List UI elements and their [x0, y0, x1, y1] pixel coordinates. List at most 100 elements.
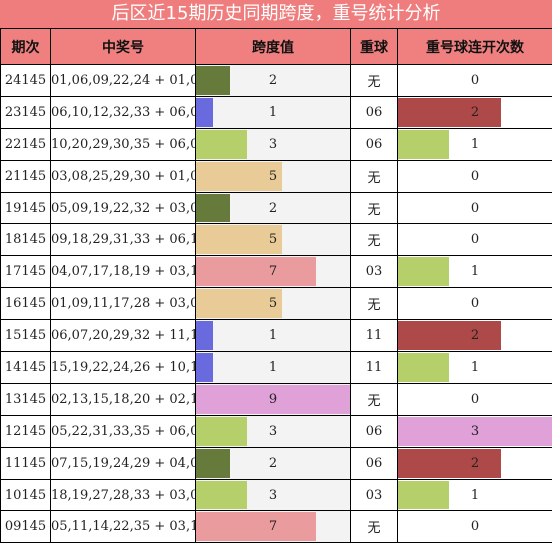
streak-bar — [398, 353, 450, 382]
streak-value: 0 — [470, 232, 480, 248]
streak-cell: 1 — [397, 478, 552, 512]
repeat-cell: 无 — [350, 510, 398, 544]
issue-cell: 18145 — [0, 223, 51, 257]
repeat-cell: 无 — [350, 159, 398, 193]
span-value: 5 — [268, 296, 278, 312]
streak-cell: 0 — [397, 382, 552, 416]
streak-bar — [398, 97, 501, 127]
header-span: 跨度值 — [195, 28, 351, 65]
span-value: 7 — [268, 264, 278, 280]
repeat-cell: 03 — [350, 255, 398, 289]
numbers-cell: 05,22,31,33,35 + 06,09 — [50, 414, 196, 448]
span-cell: 5 — [195, 287, 351, 321]
repeat-cell: 03 — [350, 478, 398, 512]
issue-cell: 22145 — [0, 127, 51, 161]
streak-bar — [398, 416, 552, 446]
streak-cell: 0 — [397, 223, 552, 257]
streak-bar — [398, 448, 501, 478]
issue-cell: 21145 — [0, 159, 51, 193]
table-row: 24145 01,06,09,22,24 + 01,03 2 无 0 — [0, 64, 552, 97]
streak-value: 0 — [470, 391, 480, 407]
streak-bar — [398, 321, 501, 351]
streak-cell: 0 — [397, 64, 552, 97]
issue-cell: 24145 — [0, 64, 51, 97]
numbers-cell: 05,09,19,22,32 + 03,05 — [50, 191, 196, 225]
span-value: 1 — [268, 104, 278, 120]
span-cell: 9 — [195, 382, 351, 416]
span-bar — [196, 321, 214, 351]
numbers-cell: 01,09,11,17,28 + 03,08 — [50, 287, 196, 321]
issue-cell: 09145 — [0, 510, 51, 544]
numbers-cell: 02,13,15,18,20 + 02,11 — [50, 382, 196, 416]
streak-value: 3 — [470, 423, 480, 439]
table-row: 14145 15,19,22,24,26 + 10,11 1 11 1 — [0, 351, 552, 384]
streak-bar — [398, 129, 450, 159]
span-bar — [196, 480, 248, 510]
span-value: 5 — [268, 168, 278, 184]
streak-cell: 1 — [397, 255, 552, 289]
numbers-cell: 09,18,29,31,33 + 06,11 — [50, 223, 196, 257]
numbers-cell: 10,20,29,30,35 + 06,09 — [50, 127, 196, 161]
repeat-cell: 06 — [350, 414, 398, 448]
span-value: 1 — [268, 328, 278, 344]
table-row: 23145 06,10,12,32,33 + 06,07 1 06 2 — [0, 95, 552, 129]
issue-cell: 14145 — [0, 351, 51, 384]
span-value: 5 — [268, 232, 278, 248]
repeat-cell: 无 — [350, 287, 398, 321]
table-row: 22145 10,20,29,30,35 + 06,09 3 06 1 — [0, 127, 552, 161]
repeat-cell: 11 — [350, 351, 398, 384]
streak-cell: 0 — [397, 287, 552, 321]
page-title: 后区近15期历史同期跨度，重号统计分析 — [0, 0, 552, 28]
header-numbers: 中奖号 — [50, 28, 196, 65]
repeat-cell: 06 — [350, 127, 398, 161]
repeat-cell: 无 — [350, 191, 398, 225]
span-value: 2 — [268, 200, 278, 216]
span-cell: 2 — [195, 64, 351, 97]
table-row: 16145 01,09,11,17,28 + 03,08 5 无 0 — [0, 287, 552, 321]
span-bar — [196, 129, 248, 159]
span-bar — [196, 353, 214, 382]
span-bar — [196, 448, 231, 478]
streak-cell: 0 — [397, 510, 552, 544]
span-bar — [196, 384, 350, 414]
span-bar — [196, 289, 282, 319]
streak-value: 0 — [470, 200, 480, 216]
span-cell: 7 — [195, 255, 351, 289]
streak-bar — [398, 480, 450, 510]
numbers-cell: 06,10,12,32,33 + 06,07 — [50, 95, 196, 129]
streak-cell: 2 — [397, 95, 552, 129]
span-bar — [196, 161, 282, 191]
numbers-cell: 01,06,09,22,24 + 01,03 — [50, 64, 196, 97]
span-cell: 1 — [195, 319, 351, 353]
table-row: 15145 06,07,20,29,32 + 11,12 1 11 2 — [0, 319, 552, 353]
table-row: 12145 05,22,31,33,35 + 06,09 3 06 3 — [0, 414, 552, 448]
span-cell: 3 — [195, 478, 351, 512]
streak-cell: 0 — [397, 191, 552, 225]
span-value: 3 — [268, 136, 278, 152]
span-cell: 2 — [195, 191, 351, 225]
numbers-cell: 07,15,19,24,29 + 04,06 — [50, 446, 196, 480]
table-row: 09145 05,11,14,22,35 + 03,10 7 无 0 — [0, 510, 552, 544]
stats-table: 期次 中奖号 跨度值 重球 重号球连开次数 24145 01,06,09,22,2… — [0, 28, 552, 544]
streak-value: 1 — [470, 264, 480, 280]
issue-cell: 15145 — [0, 319, 51, 353]
streak-value: 0 — [470, 519, 480, 535]
span-bar — [196, 66, 231, 95]
span-bar — [196, 416, 248, 446]
repeat-cell: 06 — [350, 95, 398, 129]
numbers-cell: 06,07,20,29,32 + 11,12 — [50, 319, 196, 353]
streak-value: 1 — [470, 487, 480, 503]
issue-cell: 13145 — [0, 382, 51, 416]
streak-cell: 1 — [397, 127, 552, 161]
span-bar — [196, 225, 282, 255]
table-row: 10145 18,19,27,28,33 + 03,06 3 03 1 — [0, 478, 552, 512]
span-cell: 5 — [195, 223, 351, 257]
repeat-cell: 无 — [350, 382, 398, 416]
streak-value: 2 — [470, 455, 480, 471]
streak-cell: 2 — [397, 319, 552, 353]
span-value: 9 — [268, 391, 278, 407]
repeat-cell: 无 — [350, 64, 398, 97]
streak-value: 2 — [470, 328, 480, 344]
table-row: 11145 07,15,19,24,29 + 04,06 2 06 2 — [0, 446, 552, 480]
span-bar — [196, 97, 214, 127]
